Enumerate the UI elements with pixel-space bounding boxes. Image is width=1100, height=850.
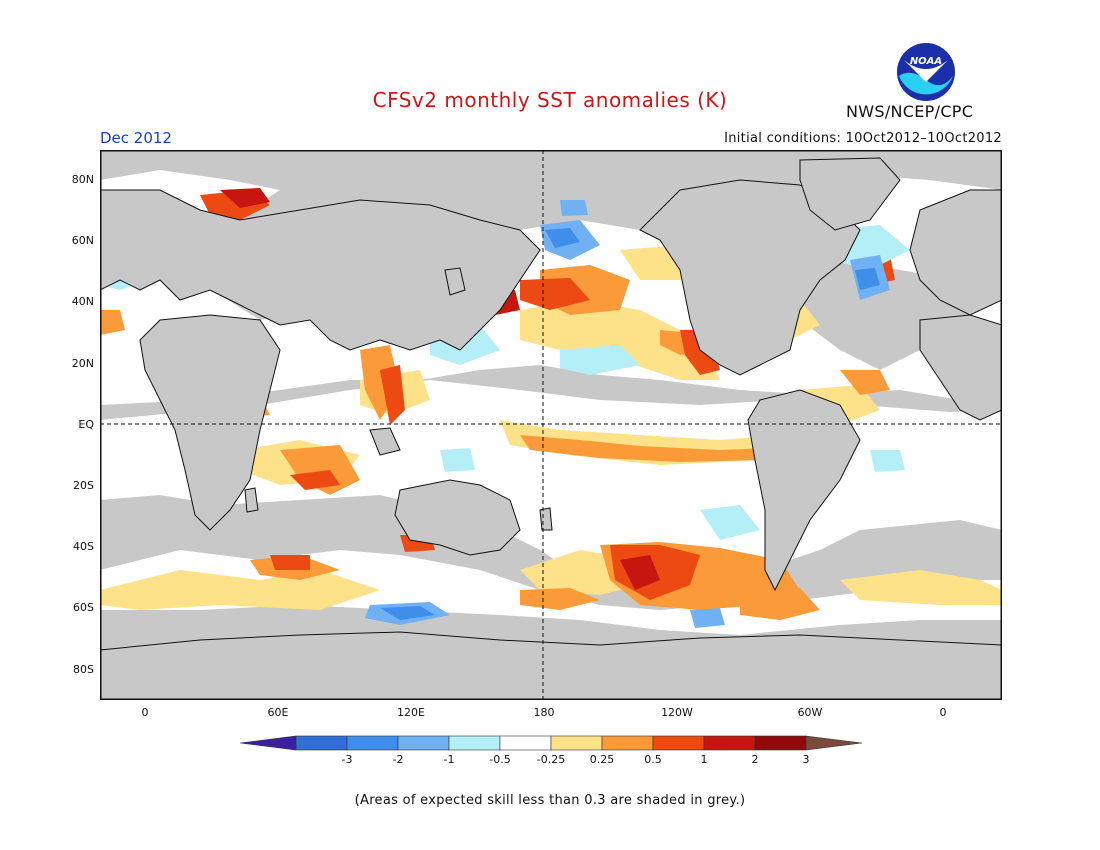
lon-label: 120E — [397, 706, 425, 719]
colorbar-swatch — [550, 735, 603, 751]
lat-label: 20S — [73, 479, 94, 492]
map-title: CFSv2 monthly SST anomalies (K) — [372, 88, 728, 112]
colorbar-tick-label: -2 — [393, 753, 404, 766]
colorbar-tick-label: 2 — [752, 753, 759, 766]
colorbar-tick-label: -0.25 — [537, 753, 565, 766]
colorbar-labels: -3 -2 -1 -0.5 -0.25 0.25 0.5 1 2 3 — [342, 753, 810, 766]
colorbar-swatch — [703, 735, 756, 751]
colorbar-swatch — [652, 735, 705, 751]
colorbar-swatches — [240, 735, 862, 751]
colorbar-arrow-low — [240, 735, 297, 751]
map-frame — [100, 150, 1002, 700]
svg-text:NOAA: NOAA — [910, 56, 942, 67]
colorbar-arrow-high — [805, 735, 862, 751]
colorbar: -3 -2 -1 -0.5 -0.25 0.25 0.5 1 2 3 — [240, 735, 862, 766]
lat-label: 60S — [73, 601, 94, 614]
initial-conditions: Initial conditions: 10Oct2012–10Oct2012 — [724, 131, 1002, 146]
lat-label: EQ — [78, 418, 94, 431]
colorbar-swatch — [499, 735, 552, 751]
colorbar-swatch — [601, 735, 654, 751]
colorbar-tick-label: -1 — [444, 753, 455, 766]
lon-label: 0 — [141, 706, 149, 719]
lon-label: 0 — [939, 706, 947, 719]
lat-label: 20N — [71, 357, 94, 370]
lon-label: 60W — [797, 706, 823, 719]
colorbar-swatch — [754, 735, 807, 751]
forecast-month: Dec 2012 — [100, 129, 172, 147]
colorbar-tick-label: 0.5 — [644, 753, 662, 766]
skill-note: (Areas of expected skill less than 0.3 a… — [354, 793, 746, 808]
colorbar-swatch — [295, 735, 348, 751]
noaa-logo: NOAA — [897, 43, 955, 101]
lat-label: 60N — [71, 234, 94, 247]
colorbar-swatch — [448, 735, 501, 751]
colorbar-tick-label: -3 — [342, 753, 353, 766]
lon-label: 60E — [267, 706, 289, 719]
lat-label: 80N — [71, 173, 94, 186]
cool-anomaly-1 — [380, 228, 880, 620]
sst-anomaly-map — [100, 150, 1002, 700]
lon-label: 120W — [661, 706, 693, 719]
colorbar-tick-label: 3 — [803, 753, 810, 766]
colorbar-tick-label: 1 — [701, 753, 708, 766]
colorbar-swatch — [346, 735, 399, 751]
lon-label: 180 — [533, 706, 555, 719]
colorbar-tick-label: -0.5 — [489, 753, 510, 766]
lat-label: 40S — [73, 540, 94, 553]
land-masses — [100, 157, 1002, 700]
colorbar-swatch — [397, 735, 450, 751]
agency-label: NWS/NCEP/CPC — [846, 102, 974, 121]
lat-label: 40N — [71, 295, 94, 308]
colorbar-tick-label: 0.25 — [590, 753, 615, 766]
lat-label: 80S — [73, 663, 94, 676]
